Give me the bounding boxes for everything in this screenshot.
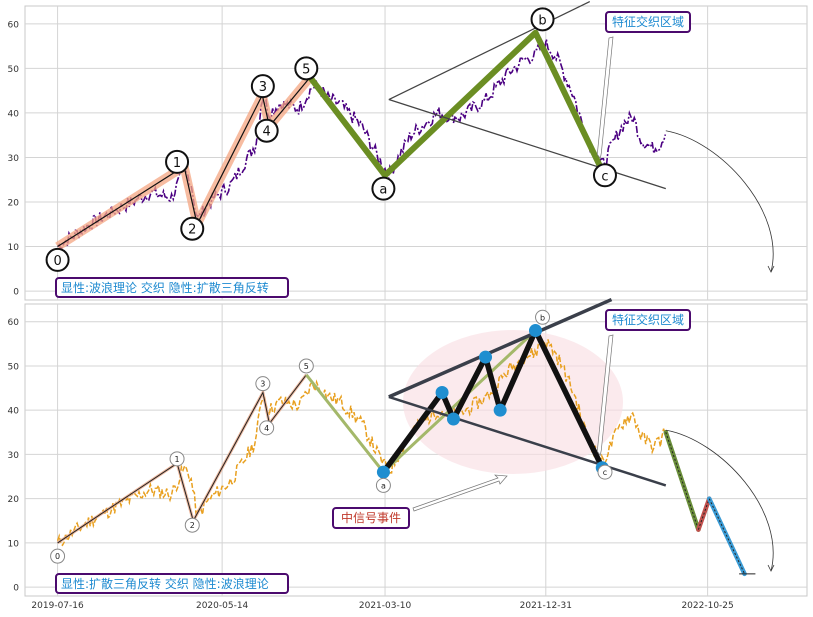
price-series-line <box>56 338 667 547</box>
projection-arrowhead <box>767 564 775 572</box>
y-tick-label: 0 <box>13 288 19 298</box>
wave-label: 4 <box>264 424 269 433</box>
x-tick-label: 2020-05-14 <box>196 601 249 611</box>
projection-segment-dash <box>697 498 710 530</box>
wave-label: c <box>601 169 608 184</box>
caption-text: 显性:扩散三角反转 交织 隐性:波浪理论 <box>61 576 269 591</box>
wave-label-circle <box>255 376 271 392</box>
caption-box <box>55 573 289 594</box>
y-tick-label: 20 <box>8 495 20 505</box>
wave-label-circle <box>50 548 66 564</box>
caption-text: 显性:波浪理论 交织 隐性:扩散三角反转 <box>61 280 269 295</box>
projection-arrowhead <box>767 265 775 273</box>
wave-label-circle <box>165 149 190 174</box>
zone-annotation-arrow <box>596 334 614 457</box>
triangle-upper-trendline <box>388 297 613 399</box>
wave-label-circle <box>294 56 319 81</box>
wave-label: 0 <box>53 254 61 269</box>
x-tick-label: 2019-07-16 <box>31 601 84 611</box>
triangle-lower-trendline <box>388 395 667 487</box>
wave-label: 5 <box>304 362 309 371</box>
wave-label-circle <box>592 163 617 188</box>
triangle-lower-trendline <box>388 98 667 190</box>
pivot-point <box>479 350 493 364</box>
wave-label: a <box>381 481 386 490</box>
projection-curved-arrow <box>665 429 774 572</box>
impulse-wave-line <box>57 76 311 248</box>
y-tick-label: 50 <box>8 362 20 372</box>
y-tick-label: 10 <box>8 539 20 549</box>
y-tick-label: 0 <box>13 584 19 594</box>
pivot-point <box>376 465 390 479</box>
zone-annotation-arrow <box>596 36 614 160</box>
plot-frame <box>24 5 808 301</box>
caption-box <box>55 277 289 298</box>
pivot-point <box>528 324 542 338</box>
wave-label: 5 <box>302 62 310 77</box>
pivot-point <box>446 412 460 426</box>
wave-label: a <box>379 183 387 198</box>
zone-annotation-text: 特征交织区域 <box>612 14 684 29</box>
x-tick-label: 2021-12-31 <box>520 601 572 611</box>
projection-segment-dash <box>665 432 699 530</box>
wave-label-circle <box>597 464 613 480</box>
wave-label-circle <box>45 247 70 272</box>
wave-label: 3 <box>259 80 267 95</box>
y-tick-label: 60 <box>8 20 20 30</box>
wave-label-circle <box>371 176 396 201</box>
wave-label: 0 <box>55 552 60 561</box>
wave-label-circle <box>298 358 314 374</box>
y-tick-label: 10 <box>8 243 20 253</box>
zone-annotation-box <box>605 309 691 331</box>
corrective-wave-line <box>307 29 606 179</box>
price-series-line <box>56 37 667 252</box>
wave-label-circle <box>180 216 205 241</box>
plot-frame <box>24 303 808 597</box>
y-tick-label: 20 <box>8 199 20 209</box>
zone-annotation-box <box>605 11 691 33</box>
wave-label-circle <box>254 118 279 143</box>
y-tick-label: 60 <box>8 318 20 328</box>
wave-label: 2 <box>190 521 195 530</box>
wave-label: b <box>538 13 546 28</box>
wave-label-circle <box>259 420 275 436</box>
wave-label-circle <box>250 74 275 99</box>
impulse-wave-line <box>57 374 307 544</box>
wave-label: b <box>540 313 545 322</box>
projection-segment-dash <box>708 498 746 575</box>
signal-annotation-arrow <box>412 474 508 512</box>
wave-label-circle <box>535 309 551 325</box>
wave-label: c <box>603 468 607 477</box>
y-tick-label: 40 <box>8 109 20 119</box>
wave-label-circle <box>184 517 200 533</box>
x-tick-label: 2022-10-25 <box>681 601 733 611</box>
zone-annotation-text: 特征交织区域 <box>612 312 684 327</box>
triangle-upper-trendline <box>388 0 591 101</box>
signal-annotation-box <box>332 507 410 529</box>
wave-label: 1 <box>173 156 181 171</box>
wave-label: 1 <box>175 455 180 464</box>
wave-label-circle <box>375 477 391 493</box>
wave-label-circle <box>530 7 555 32</box>
wave-label-circle <box>169 451 185 467</box>
wave-label: 2 <box>188 223 196 238</box>
wave-label: 4 <box>263 125 271 140</box>
pivot-point <box>435 385 449 399</box>
y-tick-label: 40 <box>8 407 20 417</box>
wave-label: 3 <box>260 380 265 389</box>
y-tick-label: 50 <box>8 65 20 75</box>
pivot-point <box>493 403 507 417</box>
signal-annotation-text: 中信号事件 <box>341 510 401 525</box>
y-tick-label: 30 <box>8 154 20 164</box>
projection-curved-arrow <box>665 130 774 273</box>
x-tick-label: 2021-03-10 <box>359 601 412 611</box>
y-tick-label: 30 <box>8 451 20 461</box>
